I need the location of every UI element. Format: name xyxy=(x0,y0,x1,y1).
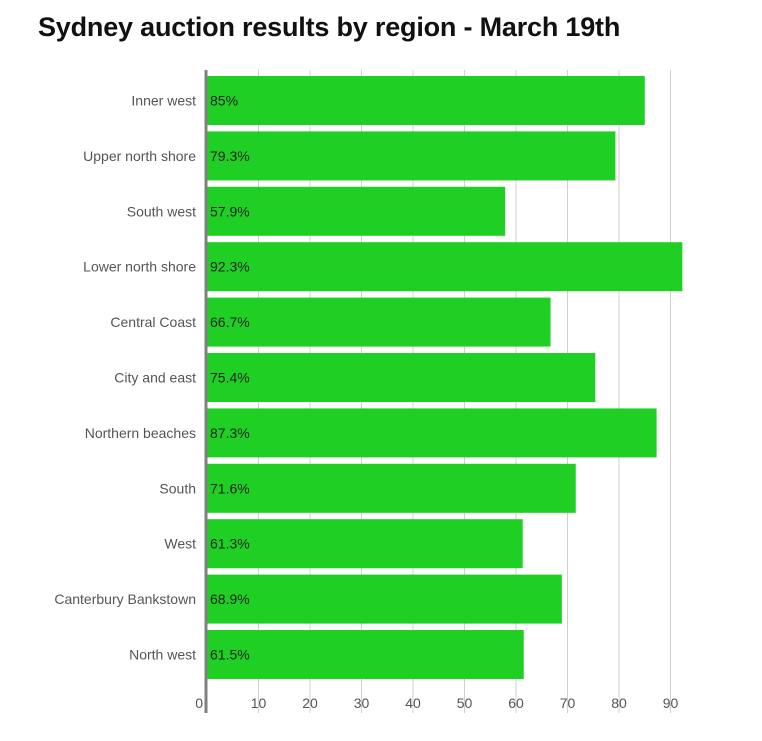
bar-northern-beaches xyxy=(207,408,657,458)
bar-canterbury-bankstown xyxy=(207,574,562,624)
bar-north-west xyxy=(207,630,524,679)
chart-title: Sydney auction results by region - March… xyxy=(38,12,621,42)
bar-upper-north-shore xyxy=(207,131,616,181)
x-tick-label: 50 xyxy=(457,695,473,711)
value-label: 79.3% xyxy=(210,148,250,164)
category-label: Canterbury Bankstown xyxy=(54,591,196,607)
x-tick-label: 40 xyxy=(405,695,421,711)
value-label: 66.7% xyxy=(210,314,250,330)
x-tick-label: 90 xyxy=(663,695,679,711)
category-label: Central Coast xyxy=(110,314,196,330)
category-label: Northern beaches xyxy=(85,425,196,441)
value-label: 61.5% xyxy=(210,647,250,663)
x-tick-label: 10 xyxy=(251,695,267,711)
x-tick-label: 70 xyxy=(560,695,576,711)
category-label: City and east xyxy=(114,370,196,386)
bars xyxy=(207,76,683,679)
bar-inner-west xyxy=(207,76,645,125)
x-tick-label: 30 xyxy=(354,695,370,711)
bar-city-and-east xyxy=(207,353,596,402)
bar-lower-north-shore xyxy=(207,242,683,292)
x-tick-label: 20 xyxy=(302,695,318,711)
x-tick-label: 60 xyxy=(508,695,524,711)
value-label: 57.9% xyxy=(210,203,250,219)
value-label: 87.3% xyxy=(210,425,250,441)
bar-west xyxy=(207,519,523,569)
category-label: South west xyxy=(127,203,196,219)
category-label: West xyxy=(164,536,196,552)
x-tick-label: 80 xyxy=(611,695,627,711)
bar-south-west xyxy=(207,186,506,236)
x-tick-label: 0 xyxy=(195,695,203,711)
value-label: 68.9% xyxy=(210,591,250,607)
value-label: 61.3% xyxy=(210,536,250,552)
value-label: 85% xyxy=(210,93,238,109)
bar-central-coast xyxy=(207,297,551,347)
category-label: Inner west xyxy=(131,93,196,109)
value-label: 71.6% xyxy=(210,480,250,496)
bar-south xyxy=(207,463,576,513)
labels: 0 10 20 30 40 50 60 70 80 90 Inner west 85% Upper no… xyxy=(54,93,678,712)
value-label: 92.3% xyxy=(210,259,250,275)
category-label: Upper north shore xyxy=(83,148,196,164)
category-label: Lower north shore xyxy=(83,259,196,275)
value-label: 75.4% xyxy=(210,370,250,386)
category-label: South xyxy=(159,480,196,496)
category-label: North west xyxy=(129,647,196,663)
